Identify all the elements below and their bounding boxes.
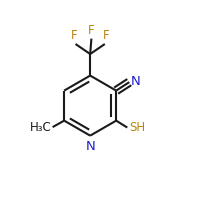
Text: N: N	[85, 140, 95, 153]
Text: H₃C: H₃C	[30, 121, 51, 134]
Text: N: N	[131, 75, 141, 88]
Text: F: F	[71, 29, 78, 42]
Text: F: F	[103, 29, 109, 42]
Text: SH: SH	[129, 121, 145, 134]
Text: F: F	[88, 24, 95, 37]
